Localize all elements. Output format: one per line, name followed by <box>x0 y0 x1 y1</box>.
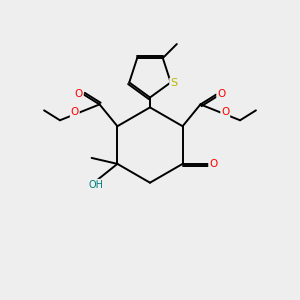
Text: O: O <box>71 107 79 117</box>
Text: O: O <box>221 107 229 117</box>
Text: O: O <box>217 88 225 98</box>
Text: O: O <box>75 88 83 98</box>
Text: S: S <box>170 78 177 88</box>
Text: OH: OH <box>88 180 103 190</box>
Text: O: O <box>209 159 218 169</box>
